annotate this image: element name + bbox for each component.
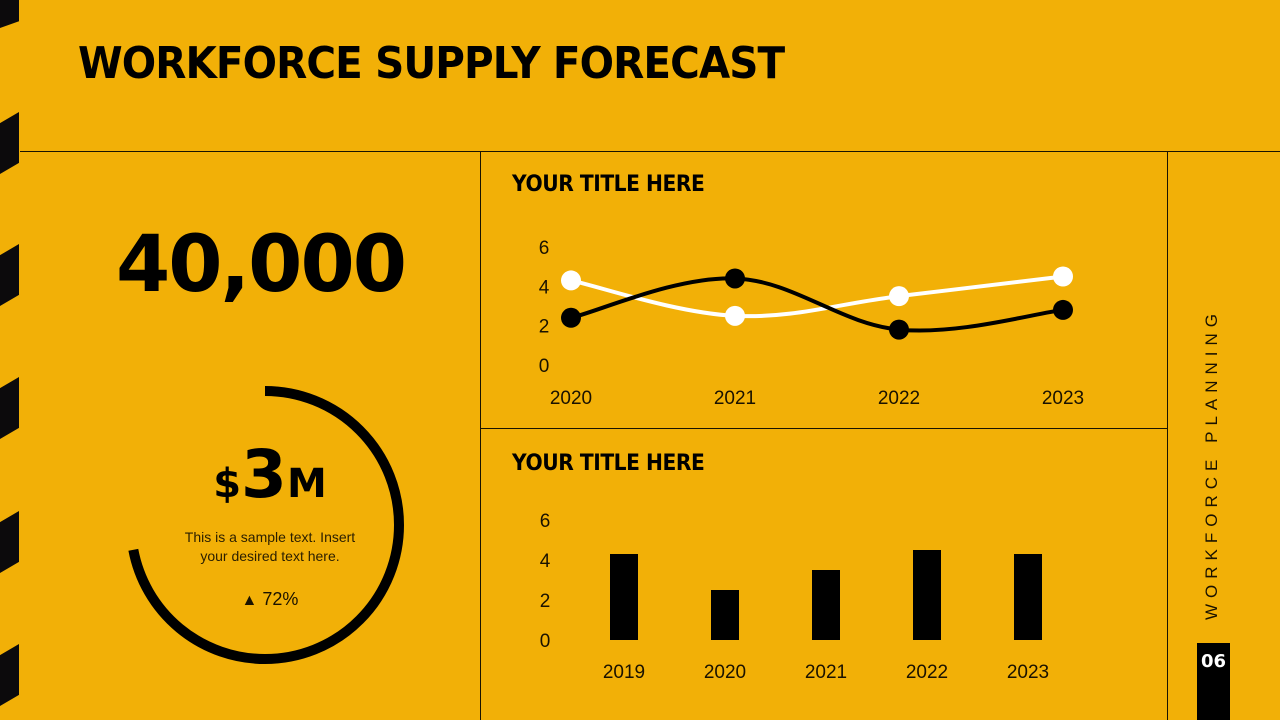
y-tick-label: 4 xyxy=(540,551,551,572)
x-tick-label: 2019 xyxy=(603,662,645,683)
x-tick-label: 2020 xyxy=(550,388,592,409)
bar xyxy=(913,550,941,640)
section-label: WORKFORCE PLANNING xyxy=(1202,307,1221,620)
kpi-description-line: This is a sample text. Insert xyxy=(184,529,356,545)
page-title: WORKFORCE SUPPLY FORECAST xyxy=(78,38,785,89)
triangle-up-icon: ▲ xyxy=(241,592,258,609)
data-point xyxy=(889,286,909,307)
money-kpi: $3M xyxy=(170,436,370,513)
page-number-badge: 06 xyxy=(1197,643,1230,720)
stripe xyxy=(0,377,19,439)
x-tick-label: 2021 xyxy=(805,662,847,683)
delta-indicator: ▲ 72% xyxy=(150,589,390,610)
data-point xyxy=(561,270,581,291)
y-tick-label: 6 xyxy=(540,511,551,532)
kpi-description-line: your desired text here. xyxy=(200,548,340,564)
x-tick-label: 2021 xyxy=(714,388,756,409)
line-chart-title: YOUR TITLE HERE xyxy=(512,172,705,197)
headcount-kpi: 40,000 xyxy=(116,220,407,310)
delta-value: 72% xyxy=(262,589,299,609)
stripe xyxy=(0,112,19,174)
bar-chart-title: YOUR TITLE HERE xyxy=(512,451,705,476)
data-point xyxy=(561,307,581,328)
data-point xyxy=(889,319,909,340)
y-tick-label: 0 xyxy=(539,356,550,377)
y-tick-label: 2 xyxy=(539,317,550,338)
stripe xyxy=(0,244,19,306)
x-tick-label: 2020 xyxy=(704,662,746,683)
y-tick-label: 0 xyxy=(540,631,551,652)
divider-horizontal-top xyxy=(20,151,1280,152)
data-point xyxy=(725,305,745,326)
line-series xyxy=(561,266,1073,326)
line-chart: 0 2 4 6 2020 2021 2022 2023 xyxy=(539,238,1084,409)
progress-ring xyxy=(126,386,404,664)
bar-chart: 0 2 4 6 2019 2020 2021 2022 2023 xyxy=(540,511,1049,683)
y-tick-label: 6 xyxy=(539,238,550,259)
money-value: 3 xyxy=(241,436,287,513)
divider-vertical-right xyxy=(1167,151,1168,720)
money-unit: M xyxy=(286,461,327,507)
bar xyxy=(1014,554,1042,640)
kpi-description: This is a sample text. Insert your desir… xyxy=(150,528,390,566)
divider-vertical-left xyxy=(480,151,481,720)
bar xyxy=(711,590,739,640)
x-tick-label: 2023 xyxy=(1007,662,1049,683)
data-point xyxy=(725,268,745,289)
bar xyxy=(610,554,638,640)
currency-symbol: $ xyxy=(213,461,242,507)
bar xyxy=(812,570,840,640)
data-point xyxy=(1053,299,1073,320)
x-tick-label: 2022 xyxy=(878,388,920,409)
y-tick-label: 2 xyxy=(540,591,551,612)
line-series xyxy=(561,268,1073,340)
page-number: 06 xyxy=(1200,651,1227,672)
data-point xyxy=(1053,266,1073,287)
divider-horizontal-middle xyxy=(480,428,1168,429)
x-tick-label: 2023 xyxy=(1042,388,1084,409)
x-tick-label: 2022 xyxy=(906,662,948,683)
stripe xyxy=(0,511,19,573)
stripe xyxy=(0,0,19,28)
y-tick-label: 4 xyxy=(539,277,550,298)
stripe xyxy=(0,644,19,706)
